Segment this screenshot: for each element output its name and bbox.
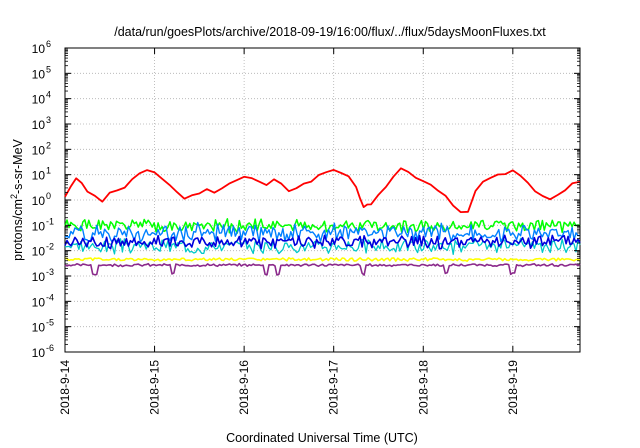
series-line-3 xyxy=(64,221,580,244)
series-line-7 xyxy=(64,262,581,276)
y-tick-exponent: -6 xyxy=(46,343,54,353)
y-tick-exponent: -3 xyxy=(46,267,54,277)
y-tick-label: 10 xyxy=(32,143,46,157)
y-tick-base: 10 xyxy=(32,42,46,56)
y-tick-label: 10 xyxy=(32,321,46,335)
y-tick-label: 10 xyxy=(32,194,46,208)
y-tick-base: 10 xyxy=(32,143,46,157)
y-tick-label: 10 xyxy=(32,346,46,360)
x-tick-label: 2018-9-15 xyxy=(148,360,162,415)
x-tick-label: 2018-9-16 xyxy=(237,360,251,415)
y-tick-label: 10 xyxy=(32,270,46,284)
x-axis: 2018-9-14 2018-9-15 2018-9-16 2018-9-17 2018… xyxy=(58,48,520,415)
y-tick-base: 10 xyxy=(32,67,46,81)
y-axis-label: protons/cm2-s-sr-MeV xyxy=(9,138,25,260)
y-tick-exponent: -1 xyxy=(46,216,54,226)
y-tick-base: 10 xyxy=(32,295,46,309)
x-tick-label: 2018-9-14 xyxy=(58,360,72,415)
y-tick-exponent: 2 xyxy=(46,140,51,150)
x-tick-label: 2018-9-18 xyxy=(416,360,430,415)
y-tick-exponent: 1 xyxy=(46,166,51,176)
y-tick-exponent: 5 xyxy=(46,64,51,74)
y-tick-base: 10 xyxy=(32,321,46,335)
y-tick-exponent: -2 xyxy=(46,242,54,252)
data-series-group xyxy=(64,167,581,276)
x-tick-label: 2018-9-17 xyxy=(327,360,341,415)
y-tick-label: 10 xyxy=(32,245,46,259)
y-tick-exponent: 0 xyxy=(46,191,51,201)
y-tick-exponent: 4 xyxy=(46,90,51,100)
series-line-2 xyxy=(64,218,581,234)
y-tick-base: 10 xyxy=(32,270,46,284)
y-axis-label-main: protons/cm xyxy=(11,199,25,261)
y-tick-label: 10 xyxy=(32,169,46,183)
y-axis: 10 -610 -510 -410 -310 -210 -110 010 110 210 310 41… xyxy=(32,39,580,360)
series-line-1 xyxy=(64,167,581,213)
y-axis-label-superscript: 2 xyxy=(9,194,19,199)
y-tick-base: 10 xyxy=(32,118,46,132)
y-tick-base: 10 xyxy=(32,219,46,233)
chart-title: /data/run/goesPlots/archive/2018-09-19/1… xyxy=(114,25,546,39)
y-tick-label: 10 xyxy=(32,219,46,233)
y-tick-exponent: 3 xyxy=(46,115,51,125)
x-tick-label: 2018-9-19 xyxy=(506,360,520,415)
y-axis-label-suffix: -s-sr-MeV xyxy=(11,138,25,194)
y-tick-base: 10 xyxy=(32,169,46,183)
y-tick-exponent: -4 xyxy=(46,292,54,302)
y-tick-exponent: -5 xyxy=(46,318,54,328)
y-tick-label: 10 xyxy=(32,42,46,56)
series-line-6 xyxy=(64,257,581,262)
grid-lines xyxy=(65,48,580,352)
y-tick-label: 10 xyxy=(32,67,46,81)
y-tick-exponent: 6 xyxy=(46,39,51,49)
y-tick-base: 10 xyxy=(32,93,46,107)
series-line-5 xyxy=(64,234,581,250)
plot-frame xyxy=(64,47,581,353)
y-tick-label: 10 xyxy=(32,118,46,132)
y-tick-label: 10 xyxy=(32,93,46,107)
y-tick-base: 10 xyxy=(32,194,46,208)
x-axis-label: Coordinated Universal Time (UTC) xyxy=(226,431,418,445)
y-tick-base: 10 xyxy=(32,346,46,360)
y-tick-base: 10 xyxy=(32,245,46,259)
y-tick-label: 10 xyxy=(32,295,46,309)
